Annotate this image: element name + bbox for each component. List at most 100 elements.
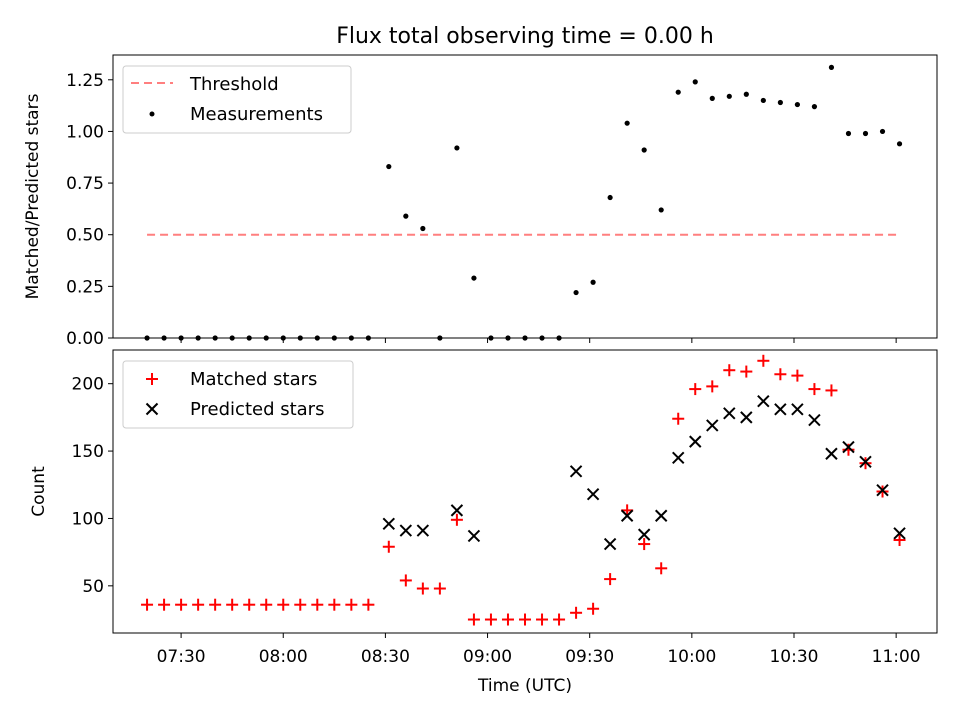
matched-star-point — [141, 598, 154, 611]
x-stroke — [416, 524, 430, 537]
measurement-point — [539, 335, 545, 341]
x-stroke — [467, 529, 481, 543]
measurement-point — [420, 225, 426, 232]
x-stroke — [620, 509, 634, 522]
x-stroke — [450, 504, 464, 517]
x-stroke — [859, 455, 872, 469]
matched-star-point — [723, 364, 736, 377]
x-stroke — [145, 402, 159, 416]
top-y-ticks: 0.00 0.25 0.50 0.75 1.00 1.25 — [66, 71, 113, 349]
measurement-point — [556, 335, 562, 341]
top-y-tick-label: 0.25 — [66, 277, 104, 297]
measurement-point — [505, 335, 511, 341]
predicted-star-point — [706, 419, 719, 432]
bottom-legend: Matched stars Predicted stars — [122, 360, 354, 429]
predicted-star-point — [416, 524, 430, 537]
matched-star-point — [808, 383, 821, 396]
x-stroke — [774, 403, 787, 416]
measurement-point — [488, 335, 494, 341]
bottom-x-tick-label: 08:00 — [259, 647, 308, 667]
top-axes: Flux total observing time = 0.00 h 0.000… — [23, 24, 938, 349]
top-legend: Threshold Measurements — [122, 65, 352, 134]
x-stroke — [672, 451, 685, 465]
measurement-point — [161, 335, 167, 341]
matched-star-point — [382, 540, 395, 553]
predicted-star-point — [654, 509, 668, 522]
predicted-star-point — [774, 403, 787, 416]
x-stroke — [723, 407, 736, 420]
measurement-point — [692, 79, 698, 85]
measurement-point — [331, 335, 337, 341]
matched-star-point — [226, 598, 239, 611]
matched-star-point — [158, 598, 171, 611]
x-stroke — [706, 419, 719, 432]
top-legend-frame — [122, 65, 352, 134]
measurement-point — [794, 101, 800, 108]
matched-star-point — [893, 534, 906, 547]
x-stroke — [876, 483, 889, 497]
measurement-point — [573, 289, 579, 296]
top-y-tick-label: 0.50 — [66, 226, 104, 246]
matched-star-point — [519, 613, 531, 626]
matched-star-point — [484, 613, 497, 626]
x-stroke — [569, 465, 583, 478]
matched-star-point — [362, 598, 375, 611]
matched-star-point — [209, 598, 222, 611]
x-stroke — [740, 411, 753, 424]
bottom-x-tick-label: 09:00 — [463, 647, 512, 667]
legend-label-matched: Matched stars — [190, 369, 317, 390]
matched-star-point — [450, 513, 463, 526]
top-x-ticks — [180, 338, 897, 343]
predicted-star-point — [859, 455, 872, 469]
matched-star-point — [536, 613, 549, 626]
matched-star-point — [791, 369, 804, 382]
measurement-point — [879, 128, 886, 135]
bottom-y-axis-label: Count — [29, 466, 49, 517]
measurement-point — [845, 130, 852, 137]
bottom-x-tick-label: 08:30 — [361, 647, 410, 667]
x-stroke — [586, 487, 600, 501]
bottom-x-tick-label: 07:30 — [157, 647, 206, 667]
matched-star-point — [399, 574, 412, 587]
bottom-y-tick-label: 150 — [72, 442, 104, 462]
measurement-point — [403, 213, 409, 219]
x-axis-label: Time (UTC) — [477, 676, 572, 696]
matched-star-point — [587, 602, 600, 615]
measurements-legend-swatch — [149, 111, 155, 117]
predicted-star-point — [620, 509, 634, 522]
matched-star-point — [260, 598, 273, 611]
measurement-point — [314, 335, 320, 341]
predicted-star-point — [740, 411, 753, 424]
predicted-star-point — [382, 517, 396, 531]
matched-star-point — [553, 613, 566, 626]
measurement-point — [229, 335, 235, 341]
measurement-point — [454, 145, 460, 151]
matched-star-point — [570, 606, 583, 619]
measurement-point — [862, 130, 869, 137]
x-stroke — [382, 517, 396, 531]
matched-star-point — [604, 573, 617, 586]
matched-star-point — [825, 384, 838, 397]
predicted-star-point — [689, 435, 702, 448]
bottom-x-tick-label: 10:30 — [769, 647, 818, 667]
predicted-legend-marker — [145, 402, 159, 416]
matched-star-point — [501, 613, 514, 626]
measurement-point — [675, 89, 681, 95]
matched-star-point — [740, 365, 753, 378]
bottom-axes: 50 100 150 200 07:30 08:00 08:30 09:00 09:30 10:… — [29, 349, 938, 696]
bottom-legend-frame — [122, 360, 354, 429]
matched-star-point — [467, 613, 480, 626]
bottom-x-ticks: 07:30 08:00 08:30 09:00 09:30 10:00 10:30 11:00 — [157, 633, 921, 667]
bottom-y-tick-label: 50 — [82, 577, 104, 597]
predicted-star-point — [757, 395, 770, 408]
predicted-star-point — [450, 504, 464, 517]
predicted-star-point — [825, 447, 838, 460]
legend-label-threshold: Threshold — [189, 74, 279, 95]
top-y-tick-label: 1.25 — [66, 71, 104, 91]
matched-star-point — [294, 598, 307, 611]
predicted-legend-swatch — [145, 402, 159, 416]
matched-star-point — [328, 598, 341, 611]
measurement-point — [144, 335, 150, 341]
matched-star-point — [192, 598, 205, 611]
matched-legend-marker — [146, 373, 158, 385]
